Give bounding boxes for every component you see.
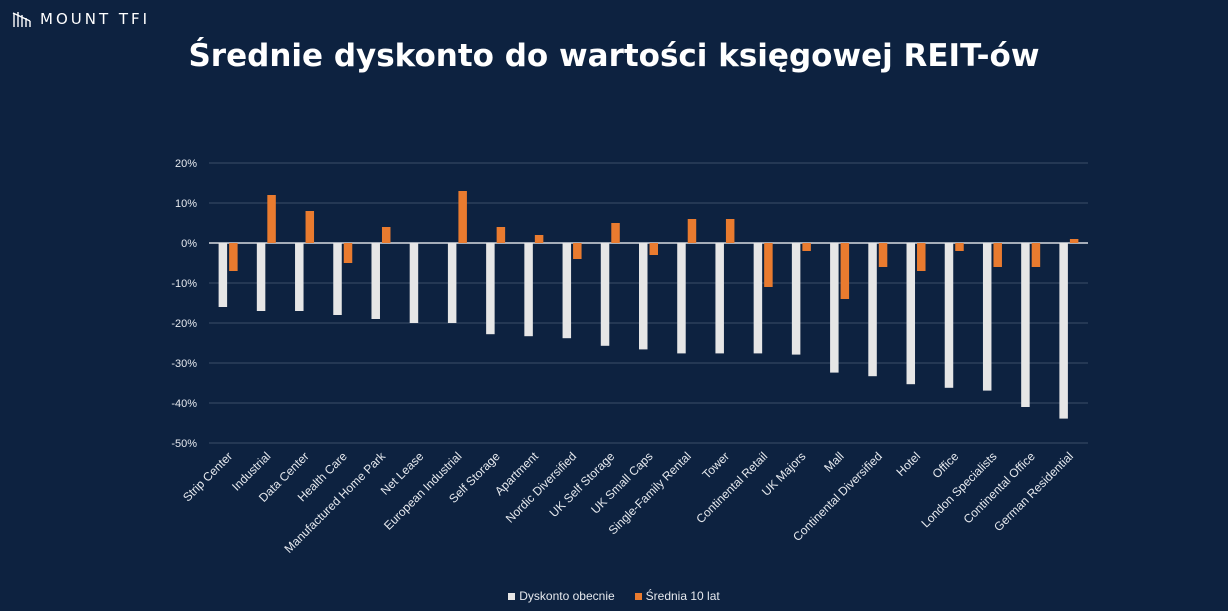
bar-current bbox=[371, 243, 380, 319]
legend-swatch-current bbox=[508, 592, 516, 600]
bar-current bbox=[639, 243, 648, 350]
bar-average bbox=[725, 219, 735, 243]
bar-current bbox=[906, 243, 916, 385]
bar-current bbox=[447, 243, 457, 323]
x-tick-label: Hotel bbox=[893, 449, 923, 479]
bar-current bbox=[944, 243, 954, 388]
bar-current bbox=[256, 243, 266, 311]
y-tick-label: -10% bbox=[171, 278, 197, 290]
bar-current bbox=[677, 243, 686, 354]
bar-current bbox=[868, 243, 877, 377]
chart-title: Średnie dyskonto do wartości księgowej R… bbox=[188, 38, 1040, 74]
bar-current bbox=[1021, 243, 1030, 407]
bar-average bbox=[496, 227, 506, 243]
bar-current bbox=[218, 243, 228, 307]
x-tick-label: Tower bbox=[700, 449, 733, 482]
bar-current bbox=[715, 243, 724, 354]
bar-average bbox=[993, 243, 1002, 267]
x-tick-label: Mall bbox=[821, 449, 846, 474]
bar-average bbox=[534, 235, 544, 243]
legend-item-current: Dyskonto obecnie bbox=[508, 589, 615, 603]
legend-label-average: Średnia 10 lat bbox=[645, 589, 720, 603]
bar-average bbox=[917, 243, 926, 271]
y-tick-label: 10% bbox=[175, 198, 197, 210]
legend-item-average: Średnia 10 lat bbox=[634, 589, 720, 603]
bar-average bbox=[764, 243, 773, 287]
x-tick-label: Continental Retail bbox=[693, 449, 770, 526]
bar-current bbox=[600, 243, 610, 346]
y-tick-label: -20% bbox=[171, 318, 197, 330]
bar-current bbox=[982, 243, 992, 391]
bar-current bbox=[409, 243, 419, 323]
x-tick-label: UK Self Storage bbox=[547, 449, 618, 520]
bar-average bbox=[573, 243, 582, 259]
y-tick-label: -30% bbox=[171, 358, 197, 370]
legend-label-current: Dyskonto obecnie bbox=[519, 589, 615, 603]
bar-current bbox=[333, 243, 342, 315]
brand-name: MOUNT TFI bbox=[40, 10, 151, 28]
mount-logo-icon bbox=[12, 12, 31, 27]
legend-swatch-average bbox=[634, 592, 642, 600]
bar-average bbox=[955, 243, 964, 251]
x-tick-label: Office bbox=[929, 449, 961, 481]
bar-current bbox=[1059, 243, 1068, 419]
x-tick-label: Strip Center bbox=[180, 449, 235, 504]
bar-current bbox=[295, 243, 304, 311]
y-tick-label: -50% bbox=[171, 438, 197, 450]
bar-average bbox=[840, 243, 850, 299]
bar-average bbox=[802, 243, 811, 251]
bar-average bbox=[229, 243, 238, 271]
y-tick-label: -40% bbox=[171, 398, 197, 410]
bar-average bbox=[611, 223, 620, 243]
y-axis-ticks: 20% 10% 0% -10% -20% -30% -40% -50% bbox=[171, 158, 197, 450]
legend: Dyskonto obecnie Średnia 10 lat bbox=[0, 589, 1228, 603]
bar-average bbox=[267, 195, 276, 243]
bar-current bbox=[486, 243, 495, 335]
bar-average bbox=[381, 227, 391, 243]
bar-average bbox=[1031, 243, 1041, 267]
bars bbox=[218, 191, 1079, 419]
bar-current bbox=[524, 243, 533, 337]
bar-current bbox=[791, 243, 801, 355]
bar-current bbox=[830, 243, 839, 373]
bar-average bbox=[687, 219, 697, 243]
bar-average bbox=[343, 243, 353, 263]
y-tick-label: 20% bbox=[175, 158, 197, 170]
bar-average bbox=[305, 211, 315, 243]
bar-average bbox=[458, 191, 467, 243]
bar-current bbox=[562, 243, 572, 339]
y-tick-label: 0% bbox=[181, 238, 197, 250]
brand-logo: MOUNT TFI bbox=[12, 10, 150, 28]
bar-average bbox=[649, 243, 658, 255]
x-tick-label: Nordic Diversified bbox=[503, 449, 579, 525]
bar-current bbox=[753, 243, 763, 354]
bar-average bbox=[1069, 239, 1079, 243]
grid-lines bbox=[209, 162, 1088, 444]
bar-average bbox=[878, 243, 888, 267]
